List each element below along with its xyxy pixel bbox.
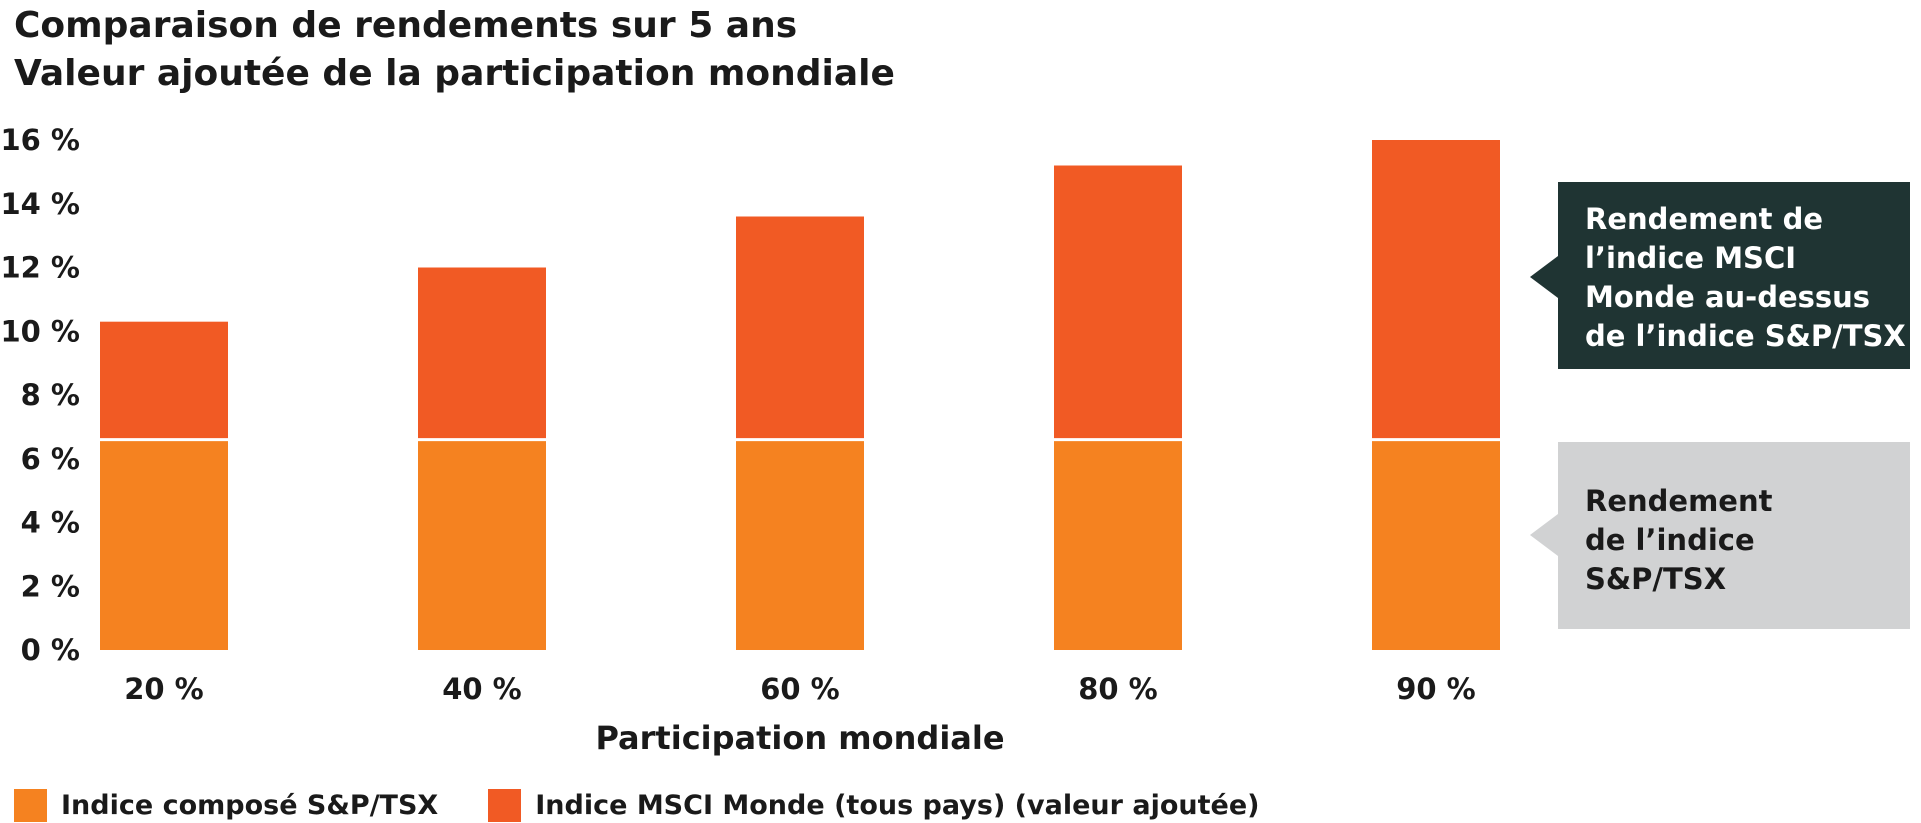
bar-segment-msci xyxy=(1372,140,1500,440)
y-tick-label: 6 % xyxy=(21,442,80,476)
legend-label-msci: Indice MSCI Monde (tous pays) (valeur aj… xyxy=(535,789,1260,821)
chart-legend: Indice composé S&P/TSX Indice MSCI Monde… xyxy=(14,788,1309,822)
legend-swatch-msci xyxy=(488,788,522,822)
callout-tsx-line-1: Rendement xyxy=(1585,484,1773,518)
y-tick-label: 12 % xyxy=(0,251,80,285)
legend-label-tsx: Indice composé S&P/TSX xyxy=(61,789,439,821)
bar-segment-msci xyxy=(418,267,546,440)
y-tick-label: 8 % xyxy=(21,378,80,412)
y-tick-label: 2 % xyxy=(21,569,80,603)
y-tick-label: 4 % xyxy=(21,506,80,540)
x-axis-ticks: 20 % 40 % 60 % 80 % 90 % xyxy=(124,672,1476,706)
y-tick-label: 0 % xyxy=(21,633,80,667)
legend-item-tsx: Indice composé S&P/TSX xyxy=(14,788,439,822)
callout-msci-line-4: de l’indice S&P/TSX xyxy=(1585,319,1906,353)
bar-group xyxy=(100,140,1500,650)
bar-segment-tsx xyxy=(736,439,864,650)
x-tick-label: 80 % xyxy=(1078,672,1158,706)
chart-subtitle: Valeur ajoutée de la participation mondi… xyxy=(14,53,895,94)
legend-swatch-tsx xyxy=(14,788,47,822)
x-tick-label: 60 % xyxy=(760,672,840,706)
y-tick-label: 10 % xyxy=(0,314,80,348)
y-axis-ticks: 0 % 2 % 4 % 6 % 8 % 10 % 12 % 14 % 16 % xyxy=(0,123,80,667)
legend-item-msci: Indice MSCI Monde (tous pays) (valeur aj… xyxy=(488,788,1260,822)
bar-segment-tsx xyxy=(100,439,228,650)
x-tick-label: 20 % xyxy=(124,672,204,706)
callout-msci-line-1: Rendement de xyxy=(1585,202,1823,236)
chart-title: Comparaison de rendements sur 5 ans xyxy=(14,5,798,46)
callout-msci-line-3: Monde au-dessus xyxy=(1585,280,1871,314)
y-tick-label: 14 % xyxy=(0,187,80,221)
bar-segment-tsx xyxy=(1372,439,1500,650)
x-axis-title: Participation mondiale xyxy=(595,719,1004,757)
callout-tsx-return: Rendement de l’indice S&P/TSX xyxy=(1530,442,1910,629)
bar-segment-msci xyxy=(1054,165,1182,440)
y-tick-label: 16 % xyxy=(0,123,80,157)
callout-tsx-line-2: de l’indice xyxy=(1585,523,1755,557)
bar-segment-msci xyxy=(736,216,864,440)
callout-msci-above-tsx: Rendement de l’indice MSCI Monde au-dess… xyxy=(1530,182,1910,369)
bar-segment-tsx xyxy=(1054,439,1182,650)
bar-segment-msci xyxy=(100,321,228,440)
callout-msci-line-2: l’indice MSCI xyxy=(1585,241,1797,275)
bar-segment-tsx xyxy=(418,439,546,650)
chart-title-block: Comparaison de rendements sur 5 ans Vale… xyxy=(14,2,1214,98)
x-tick-label: 90 % xyxy=(1396,672,1476,706)
callout-tsx-line-3: S&P/TSX xyxy=(1585,562,1727,596)
x-tick-label: 40 % xyxy=(442,672,522,706)
